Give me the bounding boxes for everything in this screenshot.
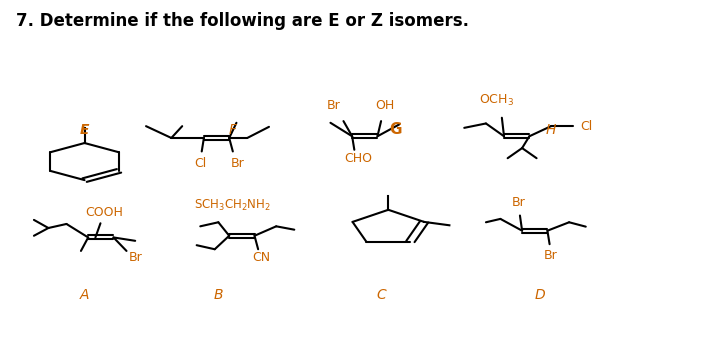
Text: CN: CN <box>253 251 271 264</box>
Text: H: H <box>546 122 556 137</box>
Text: E: E <box>80 122 89 137</box>
Text: COOH: COOH <box>85 206 123 219</box>
Text: F: F <box>229 122 237 137</box>
Text: 7. Determine if the following are E or Z isomers.: 7. Determine if the following are E or Z… <box>16 12 469 30</box>
Text: G: G <box>389 122 401 137</box>
Text: B: B <box>213 288 223 302</box>
Text: Cl: Cl <box>580 120 592 133</box>
Text: D: D <box>535 288 545 302</box>
Text: Br: Br <box>327 99 341 113</box>
Text: Br: Br <box>512 195 526 208</box>
Text: A: A <box>80 288 89 302</box>
Text: CHO: CHO <box>344 152 372 165</box>
Text: Br: Br <box>129 251 142 264</box>
Text: SCH$_3$CH$_2$NH$_2$: SCH$_3$CH$_2$NH$_2$ <box>195 198 272 213</box>
Text: Br: Br <box>544 250 558 262</box>
Text: Br: Br <box>231 156 245 170</box>
Text: Cl: Cl <box>194 156 206 170</box>
Text: OCH$_3$: OCH$_3$ <box>479 93 514 108</box>
Text: OH: OH <box>375 99 394 113</box>
Text: C: C <box>376 288 386 302</box>
